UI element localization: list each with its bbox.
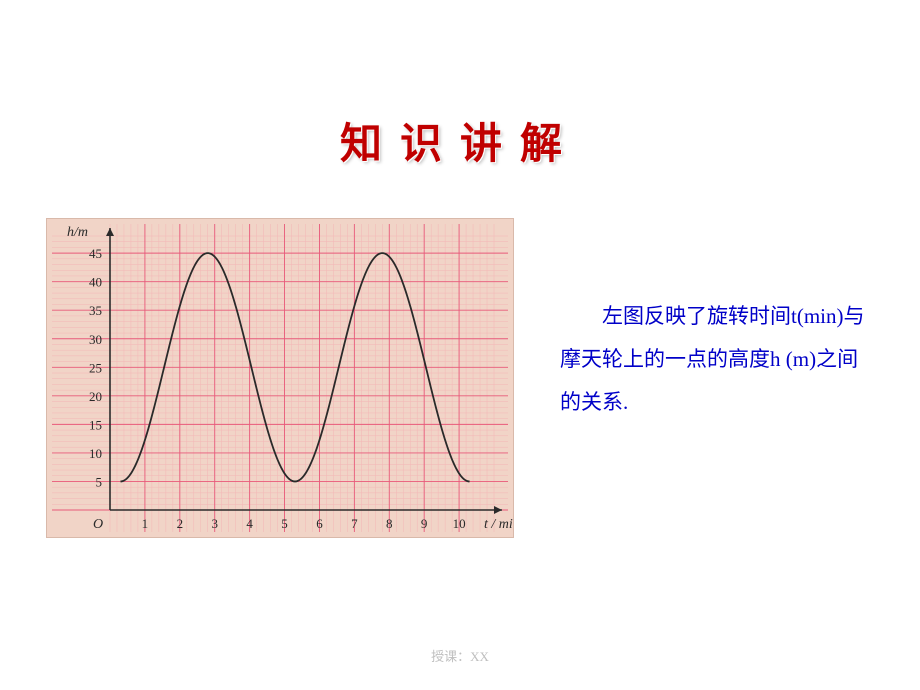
svg-text:20: 20 [89, 389, 102, 404]
description-text: 左图反映了旋转时间t(min)与摩天轮上的一点的高度h (m)之间的关系. [560, 304, 865, 414]
svg-text:h/m: h/m [67, 225, 88, 240]
svg-text:5: 5 [281, 516, 288, 531]
chart-description: 左图反映了旋转时间t(min)与摩天轮上的一点的高度h (m)之间的关系. [560, 295, 870, 424]
svg-text:t / min: t / min [484, 517, 514, 532]
svg-text:2: 2 [177, 516, 184, 531]
ferris-wheel-chart: 5101520253035404512345678910Oh/mt / min [46, 218, 514, 538]
svg-text:6: 6 [316, 516, 323, 531]
svg-text:9: 9 [421, 516, 428, 531]
svg-text:7: 7 [351, 516, 358, 531]
svg-text:10: 10 [453, 516, 466, 531]
page-title: 知识讲解 [0, 110, 920, 171]
svg-text:4: 4 [246, 516, 253, 531]
svg-text:15: 15 [89, 417, 102, 432]
svg-text:O: O [93, 517, 103, 532]
svg-text:35: 35 [89, 303, 102, 318]
svg-text:5: 5 [96, 474, 103, 489]
svg-text:40: 40 [89, 275, 102, 290]
svg-text:3: 3 [211, 516, 218, 531]
svg-text:45: 45 [89, 246, 102, 261]
svg-text:30: 30 [89, 332, 102, 347]
footer-credit: 授课：XX [0, 646, 920, 665]
svg-text:10: 10 [89, 446, 102, 461]
svg-text:8: 8 [386, 516, 393, 531]
svg-text:1: 1 [142, 516, 149, 531]
svg-text:25: 25 [89, 360, 102, 375]
